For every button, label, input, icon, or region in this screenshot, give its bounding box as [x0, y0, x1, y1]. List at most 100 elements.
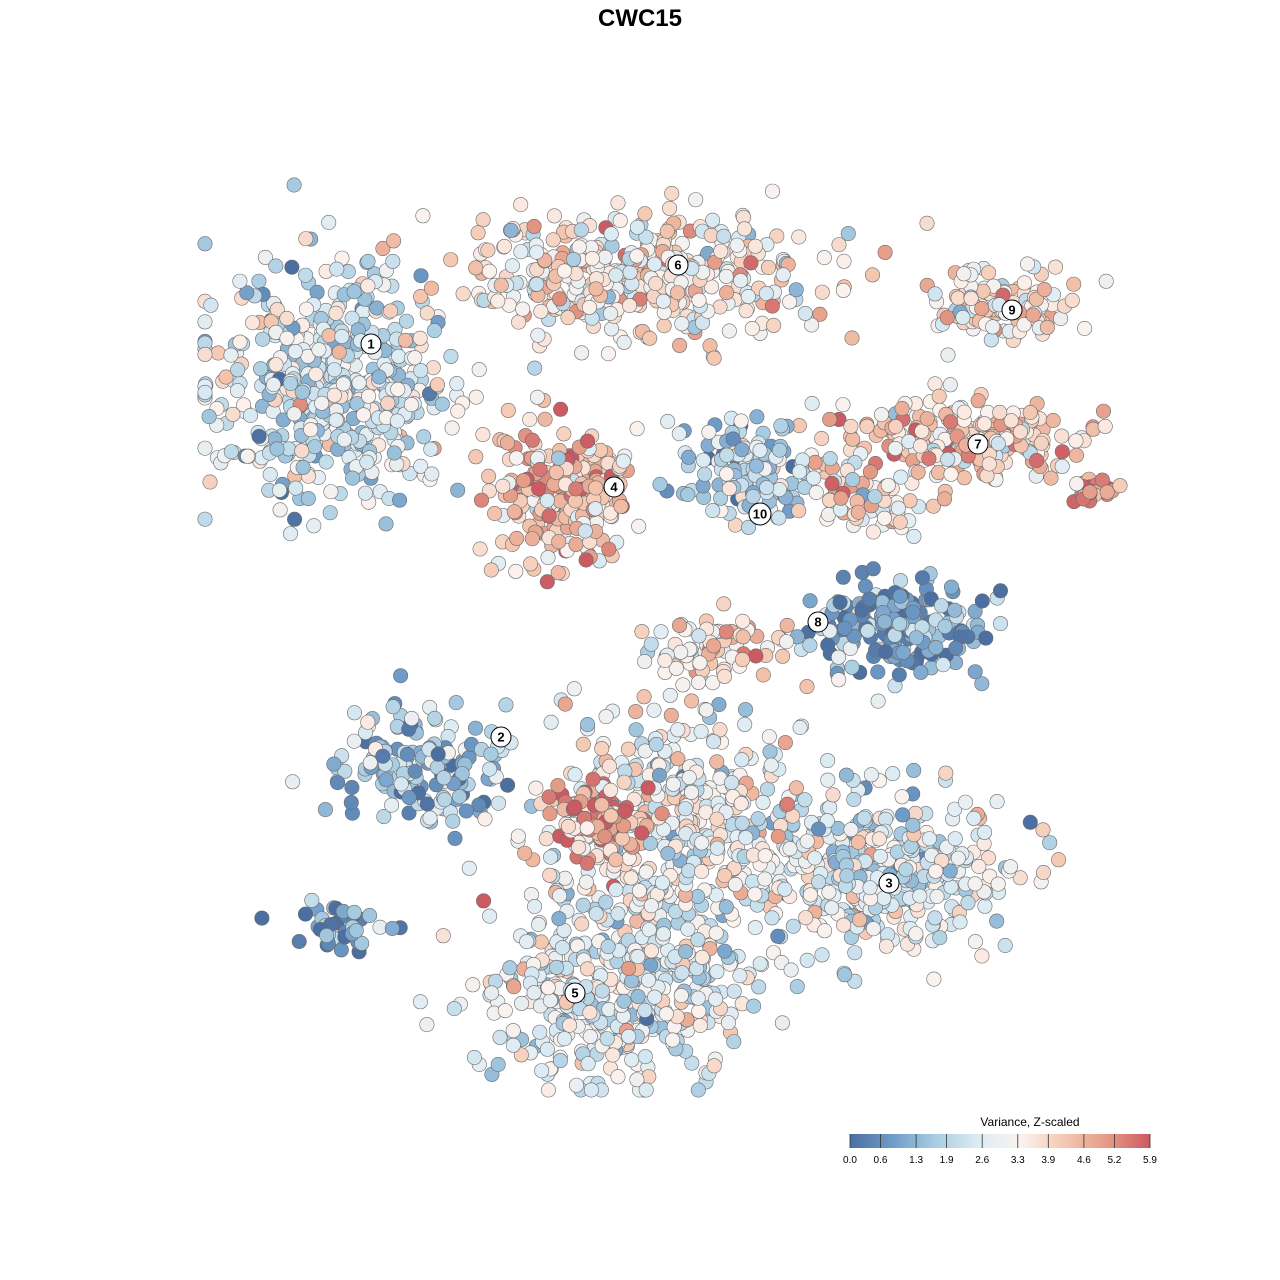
data-point: [416, 429, 432, 445]
data-point: [574, 345, 590, 361]
data-point: [752, 442, 768, 458]
data-point: [303, 422, 319, 438]
data-point: [556, 263, 572, 279]
data-point: [735, 629, 751, 645]
data-point: [766, 317, 782, 333]
data-point: [616, 334, 632, 350]
data-point: [640, 972, 656, 988]
data-point: [976, 416, 992, 432]
data-point: [483, 746, 499, 762]
data-point: [783, 962, 799, 978]
data-point: [708, 991, 724, 1007]
data-point: [318, 454, 334, 470]
data-point: [862, 464, 878, 480]
data-point: [616, 774, 632, 790]
data-point: [490, 1057, 506, 1073]
data-point: [1064, 292, 1080, 308]
data-point: [914, 570, 930, 586]
data-point: [935, 657, 951, 673]
data-point: [629, 248, 645, 264]
data-point: [588, 281, 604, 297]
data-point: [483, 562, 499, 578]
data-point: [269, 302, 285, 318]
data-point: [691, 1003, 707, 1019]
data-point: [587, 501, 603, 517]
data-point: [770, 928, 786, 944]
data-point: [393, 776, 409, 792]
data-point: [791, 464, 807, 480]
data-point: [709, 811, 725, 827]
data-point: [857, 578, 873, 594]
data-point: [824, 475, 840, 491]
data-point: [775, 648, 791, 664]
data-point: [577, 523, 593, 539]
data-point: [539, 1041, 555, 1057]
data-point: [638, 864, 654, 880]
data-point: [888, 419, 904, 435]
data-point: [974, 300, 990, 316]
data-point: [643, 636, 659, 652]
data-point: [511, 314, 527, 330]
data-point: [1035, 822, 1051, 838]
data-point: [727, 876, 743, 892]
data-point: [328, 412, 344, 428]
data-point: [694, 949, 710, 965]
data-point: [594, 741, 610, 757]
data-point: [718, 268, 734, 284]
cluster-label-9: 9: [1001, 299, 1023, 321]
data-point: [580, 1056, 596, 1072]
data-point: [630, 989, 646, 1005]
data-point: [680, 921, 696, 937]
data-point: [294, 443, 310, 459]
data-point: [1098, 273, 1114, 289]
data-point: [286, 177, 302, 193]
data-point: [709, 754, 725, 770]
data-point: [622, 298, 638, 314]
data-point: [532, 461, 548, 477]
data-point: [974, 948, 990, 964]
data-point: [330, 775, 346, 791]
data-point: [407, 763, 423, 779]
data-point: [522, 411, 538, 427]
data-point: [608, 267, 624, 283]
data-point: [623, 870, 639, 886]
data-point: [716, 596, 732, 612]
data-point: [470, 225, 486, 241]
data-point: [223, 347, 239, 363]
data-point: [554, 940, 570, 956]
data-point: [427, 710, 443, 726]
data-point: [643, 943, 659, 959]
data-point: [566, 681, 582, 697]
data-point: [331, 344, 347, 360]
data-point: [651, 767, 667, 783]
data-point: [546, 208, 562, 224]
data-point: [646, 256, 662, 272]
data-point: [450, 482, 466, 498]
data-point: [588, 906, 604, 922]
cluster-label-text: 9: [1008, 303, 1015, 318]
data-point: [197, 511, 213, 527]
data-point: [746, 998, 762, 1014]
data-point: [721, 323, 737, 339]
data-point: [223, 444, 239, 460]
data-point: [992, 404, 1008, 420]
data-point: [603, 305, 619, 321]
legend-tick-label: 5.9: [1143, 1155, 1157, 1166]
data-point: [328, 305, 344, 321]
data-point: [670, 285, 686, 301]
data-point: [697, 466, 713, 482]
data-point: [398, 313, 414, 329]
data-point: [243, 407, 259, 423]
data-point: [203, 297, 219, 313]
data-point: [634, 624, 650, 640]
data-point: [513, 197, 529, 213]
data-point: [664, 186, 680, 202]
data-point: [977, 824, 993, 840]
data-point: [928, 639, 944, 655]
data-point: [300, 491, 316, 507]
data-point: [878, 938, 894, 954]
data-point: [580, 716, 596, 732]
data-point: [283, 375, 299, 391]
data-point: [579, 855, 595, 871]
data-point: [378, 516, 394, 532]
